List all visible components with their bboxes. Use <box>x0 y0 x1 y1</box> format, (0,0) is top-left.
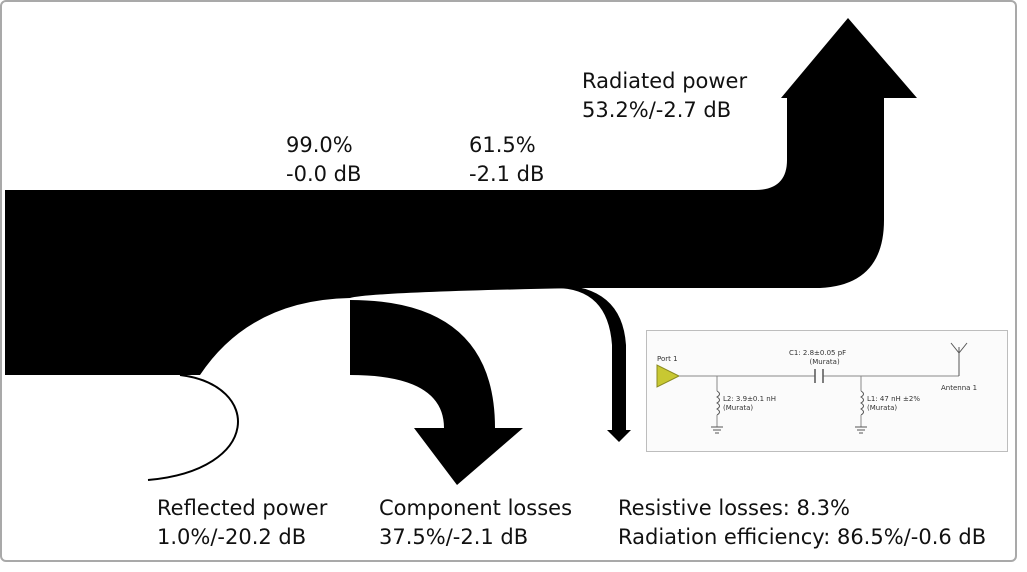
inductor-l1-icon <box>855 376 867 434</box>
reflected-value: 1.0%/-20.2 dB <box>157 525 307 549</box>
resistive-efficiency-label: Resistive losses: 8.3% Radiation efficie… <box>618 494 986 552</box>
c1-name: C1: 2.8±0.05 pF <box>789 349 847 357</box>
l1-label: L1: 47 nH ±2% (Murata) <box>867 395 920 413</box>
schematic-drawing <box>656 342 968 434</box>
radiation-efficiency-line: Radiation efficiency: 86.5%/-0.6 dB <box>618 525 987 549</box>
c1-vendor: (Murata) <box>809 358 840 366</box>
radiated-label: Radiated power 53.2%/-2.7 dB <box>582 67 747 125</box>
l1-vendor: (Murata) <box>867 404 898 412</box>
stage-2-label: 61.5% -2.1 dB <box>469 131 544 189</box>
c1-label: C1: 2.8±0.05 pF (Murata) <box>789 349 846 367</box>
antenna-label: Antenna 1 <box>941 384 978 392</box>
component-title: Component losses <box>379 496 573 520</box>
inductor-l2-icon <box>711 376 723 434</box>
stage-2-percent: 61.5% <box>469 133 536 157</box>
l2-label: L2: 3.9±0.1 nH (Murata) <box>723 395 776 413</box>
port-icon <box>656 364 681 388</box>
reflected-label: Reflected power 1.0%/-20.2 dB <box>157 494 327 552</box>
l2-vendor: (Murata) <box>723 404 754 412</box>
reflected-flow <box>147 374 239 481</box>
resistive-loss-flow <box>555 285 631 442</box>
component-value: 37.5%/-2.1 dB <box>379 525 529 549</box>
radiated-value: 53.2%/-2.7 dB <box>582 98 732 122</box>
radiated-title: Radiated power <box>582 69 748 93</box>
port-label: Port 1 <box>657 355 678 363</box>
stage-1-db: -0.0 dB <box>286 162 362 186</box>
matching-schematic: Port 1 C1: 2.8±0.05 pF (Murata) L2: 3.9±… <box>646 330 1008 452</box>
l2-name: L2: 3.9±0.1 nH <box>723 395 776 403</box>
stage-2-db: -2.1 dB <box>469 162 545 186</box>
reflected-title: Reflected power <box>157 496 328 520</box>
component-loss-flow <box>350 300 523 485</box>
radiated-flow <box>5 18 917 375</box>
l1-name: L1: 47 nH ±2% <box>867 395 920 403</box>
resistive-losses-line: Resistive losses: 8.3% <box>618 496 850 520</box>
stage-1-percent: 99.0% <box>286 133 353 157</box>
component-label: Component losses 37.5%/-2.1 dB <box>379 494 572 552</box>
antenna-icon <box>950 342 968 376</box>
stage-1-label: 99.0% -0.0 dB <box>286 131 361 189</box>
